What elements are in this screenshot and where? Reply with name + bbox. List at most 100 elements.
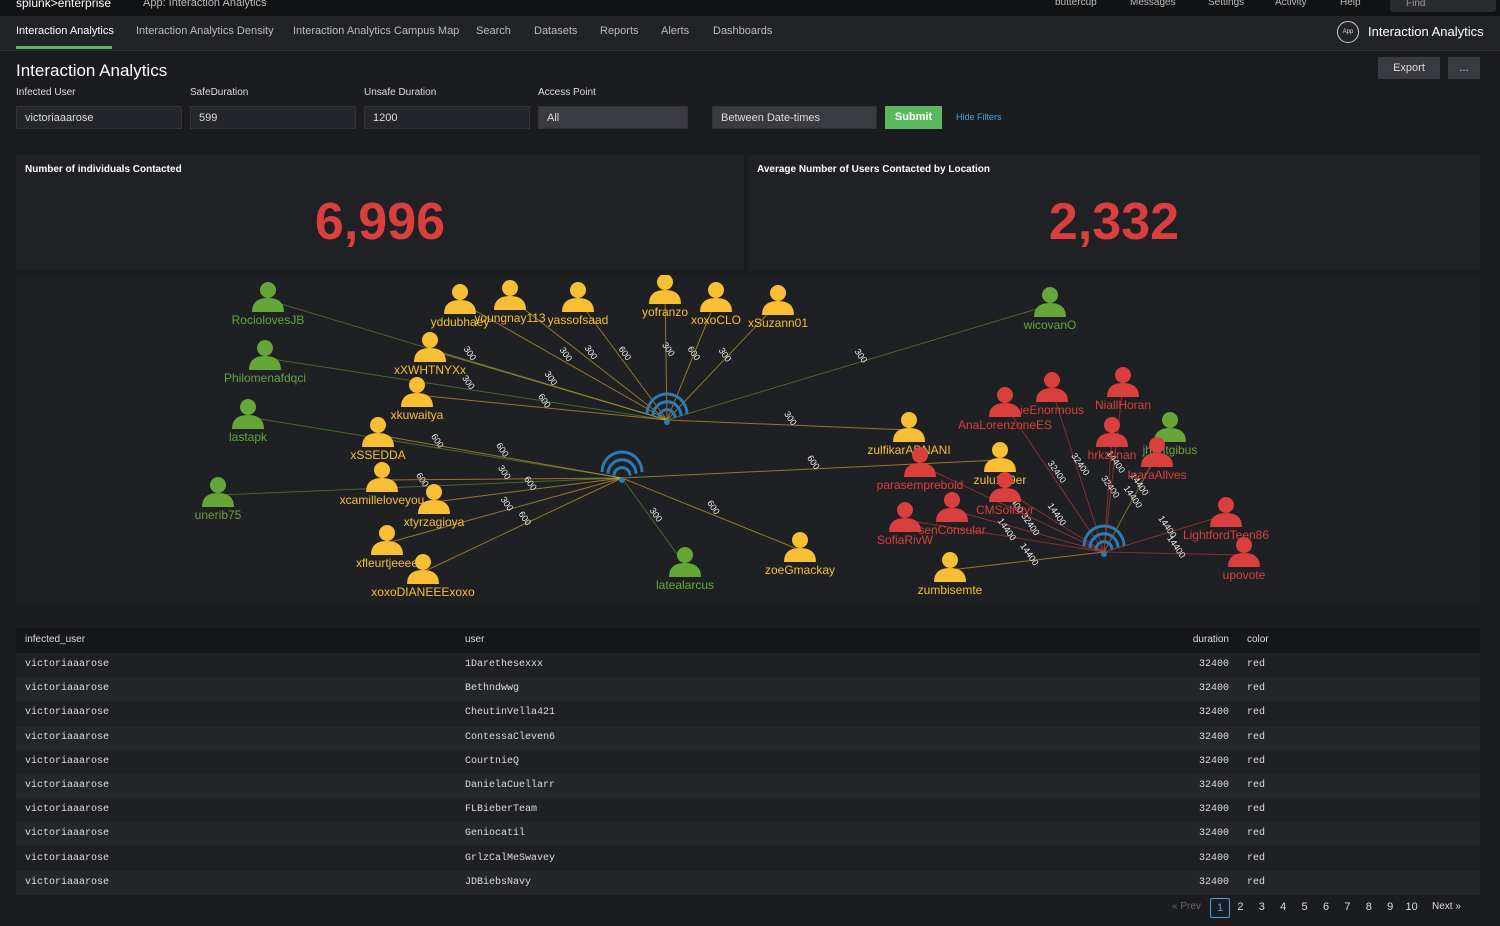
top-menu[interactable]: buttercup [1055, 0, 1097, 8]
table-cell: red [1247, 731, 1266, 743]
topbar [0, 0, 1500, 16]
user-node [1115, 367, 1131, 383]
filter-input[interactable]: All [538, 106, 688, 129]
time-picker[interactable]: Between Date-times [712, 106, 877, 129]
node-label: xXWHTNYXx [394, 363, 466, 377]
active-tab-underline [16, 46, 112, 49]
edge [381, 477, 623, 481]
pager-page[interactable]: 2 [1237, 901, 1244, 913]
navbar [0, 16, 1500, 51]
user-node [936, 508, 968, 522]
edge [377, 434, 623, 479]
user-node [989, 488, 1021, 502]
export-button[interactable]: Export [1378, 57, 1440, 79]
node-label: NiallHoran [1095, 398, 1151, 412]
app-menu[interactable]: App: Interaction Analytics [143, 0, 267, 9]
user-node [232, 415, 264, 429]
more-button[interactable]: ... [1448, 57, 1480, 79]
pager-page[interactable]: 8 [1365, 901, 1372, 913]
nav-tab[interactable]: Alerts [661, 25, 690, 37]
column-header[interactable]: user [465, 634, 485, 645]
pager-page[interactable]: 7 [1344, 901, 1351, 913]
submit-button[interactable]: Submit [885, 106, 942, 129]
table-row [16, 822, 1480, 847]
node-label: AnaLorenzoneES [958, 418, 1052, 432]
table-cell: 32400 [1198, 804, 1229, 816]
nav-tab[interactable]: Datasets [534, 25, 578, 37]
user-node [1149, 437, 1165, 453]
table-row [16, 749, 1480, 774]
table-cell: victoriaaarose [25, 828, 110, 840]
top-menu[interactable]: Help [1340, 0, 1361, 8]
table-cell: 32400 [1198, 731, 1229, 743]
table-cell: CheutinVella421 [465, 707, 556, 719]
pager-page[interactable]: 5 [1301, 901, 1308, 913]
find-box[interactable]: Find [1390, 0, 1496, 12]
user-node [422, 332, 438, 348]
edge [1004, 404, 1105, 553]
nav-tab[interactable]: Reports [600, 25, 639, 37]
edge [1103, 551, 1245, 556]
user-node [889, 518, 921, 532]
user-node [426, 484, 442, 500]
edge [422, 477, 623, 573]
logo[interactable]: splunk>enterprise [16, 0, 112, 10]
node-label: yassofsaad [548, 313, 609, 327]
pager-page[interactable]: 9 [1387, 901, 1394, 913]
table-cell: Geniocatil [465, 828, 526, 840]
user-node [407, 570, 439, 584]
table-cell: FLBieberTeam [465, 804, 538, 816]
pager-page[interactable]: 3 [1258, 901, 1265, 913]
access-point-icon [664, 419, 670, 425]
user-node [770, 285, 786, 301]
user-node [444, 300, 476, 314]
user-node [1236, 537, 1252, 553]
pager-prev[interactable]: « Prev [1172, 901, 1201, 912]
user-node [240, 399, 256, 415]
table-cell: red [1247, 780, 1266, 791]
table-cell: victoriaaarose [25, 876, 110, 888]
nav-tab[interactable]: Dashboards [713, 25, 773, 37]
filter-input[interactable]: 599 [190, 106, 356, 129]
edge [433, 477, 623, 503]
edge [509, 297, 668, 421]
node-label: youngnay113 [474, 311, 546, 325]
nav-tab[interactable]: Interaction Analytics Density [136, 25, 274, 37]
pager-page[interactable]: 4 [1280, 901, 1287, 913]
edge [664, 291, 668, 421]
hide-filters[interactable]: Hide Filters [956, 112, 1002, 122]
node-label: SofiaRivW [877, 533, 934, 547]
table-row [16, 677, 1480, 702]
pager-page[interactable]: 6 [1322, 901, 1330, 913]
node-label: xkuwaitya [391, 408, 444, 422]
nav-tab[interactable]: Search [476, 25, 511, 37]
filter-input[interactable]: victoriaaarose [16, 106, 182, 129]
filter-input[interactable]: 1200 [364, 106, 530, 129]
user-node [897, 502, 913, 518]
edge [459, 301, 668, 421]
top-menu[interactable]: Activity [1275, 0, 1307, 8]
table-cell: red [1247, 852, 1266, 864]
table-cell: victoriaaarose [25, 780, 110, 791]
user-node [934, 568, 966, 582]
access-point-icon [1082, 524, 1126, 547]
node-label: InaraAllves [1127, 468, 1186, 482]
nav-tab[interactable]: Interaction Analytics Campus Map [293, 25, 460, 37]
app-icon: App [1337, 21, 1359, 43]
pager-next[interactable]: Next » [1432, 901, 1461, 912]
column-header[interactable]: color [1247, 634, 1269, 645]
table-cell: 32400 [1198, 755, 1229, 767]
user-node [1096, 433, 1128, 447]
user-node [677, 547, 693, 563]
pager-page[interactable]: 10 [1405, 901, 1418, 913]
access-point-icon [619, 477, 625, 483]
nav-tab[interactable]: Interaction Analytics [16, 25, 114, 37]
top-menu[interactable]: Settings [1208, 0, 1245, 8]
column-header[interactable]: infected_user [25, 634, 86, 645]
user-node [1104, 417, 1120, 433]
table-cell: 32400 [1198, 659, 1229, 670]
user-node [649, 290, 681, 304]
pager-page[interactable]: 1 [1210, 898, 1230, 918]
column-header[interactable]: duration [1192, 634, 1229, 645]
top-menu[interactable]: Messages [1130, 0, 1176, 8]
